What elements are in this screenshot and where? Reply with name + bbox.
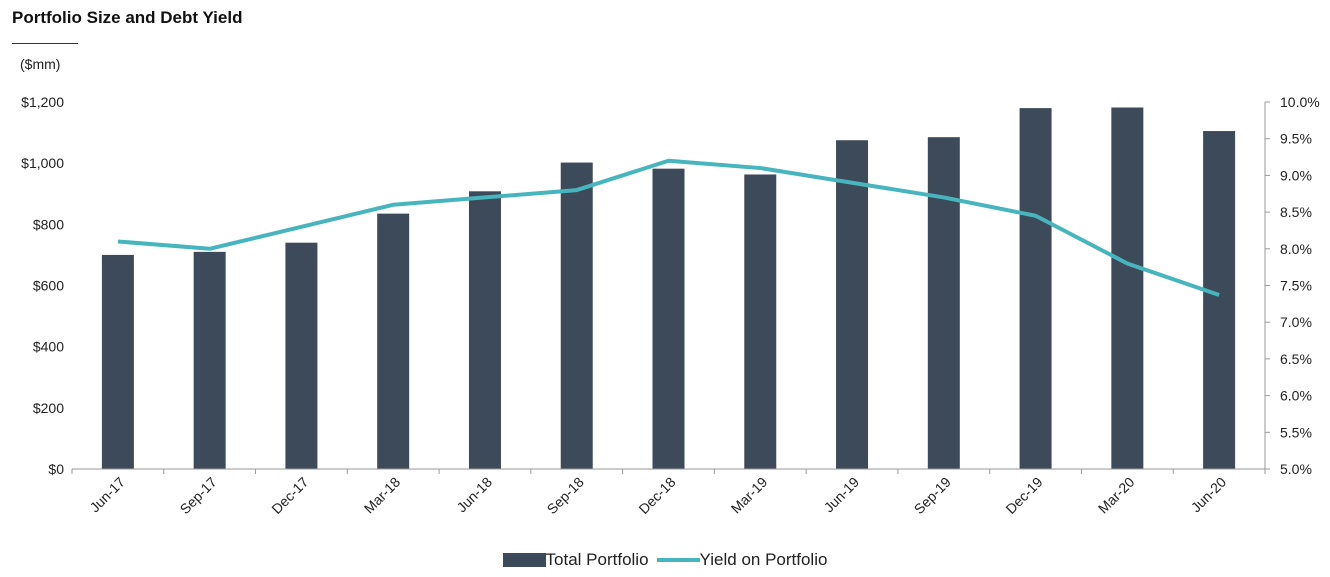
x-tick-label: Jun-20 <box>1188 474 1230 516</box>
chart-title: Portfolio Size and Debt Yield <box>12 8 243 27</box>
right-tick-label: 5.0% <box>1280 461 1312 477</box>
x-tick-label: Jun-18 <box>453 474 495 516</box>
right-tick-label: 8.0% <box>1280 241 1312 257</box>
x-tick-label: Jun-17 <box>86 474 128 516</box>
legend: Total Portfolio Yield on Portfolio <box>0 550 1330 570</box>
left-tick-label: $400 <box>33 339 64 355</box>
bar-Mar-18 <box>377 213 410 469</box>
bar-Jun-19 <box>836 140 869 469</box>
right-tick-label: 7.5% <box>1280 278 1312 294</box>
right-axis-tick-labels: 5.0% 5.5% 6.0% 6.5% 7.0% 7.5% 8.0% 8.5% 9.0% 9.5%… <box>1280 94 1320 477</box>
bar-series <box>101 107 1236 470</box>
right-tick-label: 8.5% <box>1280 204 1312 220</box>
left-tick-label: $1,200 <box>21 94 64 110</box>
x-axis-tick-labels: Jun-17 Sep-17 Dec-17 Mar-18 Jun-18 Sep-18 Dec-… <box>86 474 1229 517</box>
left-tick-label: $0 <box>48 461 64 477</box>
right-tick-label: 6.0% <box>1280 388 1312 404</box>
x-tick-label: Sep-18 <box>544 474 587 517</box>
right-tick-label: 9.0% <box>1280 167 1312 183</box>
left-tick-label: $800 <box>33 216 64 232</box>
title-underline <box>12 43 78 44</box>
x-tick-label: Mar-20 <box>1095 474 1138 517</box>
bar-Sep-18 <box>560 162 593 469</box>
x-tick-label: Mar-18 <box>361 474 404 517</box>
x-tick-label: Dec-17 <box>268 474 311 517</box>
left-axis-tick-labels: $0 $200 $400 $600 $800 $1,000 $1,200 <box>21 94 64 477</box>
legend-item-yield: Yield on Portfolio <box>656 550 828 570</box>
line-series <box>117 158 1220 297</box>
legend-item-total-portfolio: Total Portfolio <box>502 550 649 570</box>
bar-Mar-19 <box>744 174 777 470</box>
right-tick-label: 6.5% <box>1280 351 1312 367</box>
legend-label-total-portfolio: Total Portfolio <box>545 550 649 569</box>
bar-Mar-20 <box>1111 107 1144 469</box>
right-tick-label: 10.0% <box>1280 94 1320 110</box>
right-tick-label: 5.5% <box>1280 424 1312 440</box>
bar-Dec-19 <box>1019 108 1052 469</box>
left-tick-label: $1,000 <box>21 155 64 171</box>
x-tick-label: Mar-19 <box>728 474 771 517</box>
legend-line-swatch <box>656 558 700 562</box>
right-tick-label: 7.0% <box>1280 314 1312 330</box>
bar-Dec-17 <box>285 242 318 469</box>
left-axis-unit-label: ($mm) <box>20 56 61 72</box>
bar-Sep-19 <box>927 137 960 469</box>
combo-chart: $0 $200 $400 $600 $800 $1,000 $1,200 5.0% 5.5% 6… <box>21 94 1320 517</box>
bar-Sep-17 <box>193 251 226 469</box>
x-tick-label: Dec-18 <box>635 474 678 517</box>
bar-Dec-18 <box>652 168 685 469</box>
right-tick-label: 9.5% <box>1280 131 1312 147</box>
x-tick-label: Sep-19 <box>911 474 954 517</box>
legend-bar-swatch <box>502 553 546 567</box>
legend-label-yield: Yield on Portfolio <box>699 550 828 569</box>
left-tick-label: $200 <box>33 400 64 416</box>
x-tick-label: Dec-19 <box>1002 474 1045 517</box>
left-tick-label: $600 <box>33 278 64 294</box>
bar-Jun-17 <box>101 254 134 469</box>
bar-Jun-20 <box>1203 131 1236 469</box>
bar-Jun-18 <box>468 191 501 469</box>
x-tick-label: Jun-19 <box>821 474 863 516</box>
axes <box>71 101 1270 474</box>
x-tick-label: Sep-17 <box>177 474 220 517</box>
